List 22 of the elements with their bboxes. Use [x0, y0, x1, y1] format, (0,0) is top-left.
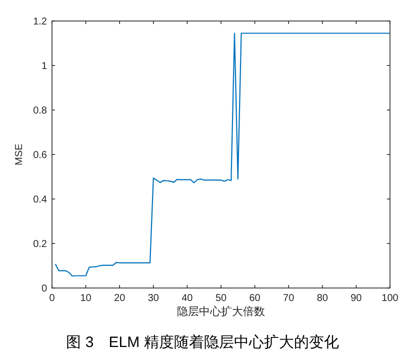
x-tick-label: 70 — [283, 293, 295, 304]
x-tick-label: 100 — [382, 293, 399, 304]
y-tick-label: 1.2 — [33, 16, 48, 28]
y-tick-label: 0 — [41, 284, 48, 294]
x-tick-label: 40 — [182, 293, 194, 304]
x-tick-label: 90 — [350, 293, 362, 304]
y-tick-label: 0.4 — [33, 194, 48, 206]
line-series — [54, 32, 391, 277]
x-tick-label: 60 — [249, 293, 261, 304]
x-tick-label: 80 — [316, 293, 328, 304]
x-tick-label: 50 — [215, 293, 227, 304]
y-tick-label: 0.2 — [33, 239, 48, 250]
y-tick-label: 0.8 — [33, 106, 48, 116]
x-tick-label: 30 — [148, 293, 160, 304]
x-axis-title: 隐层中心扩大倍数 — [177, 305, 265, 318]
x-tick-label: 20 — [114, 293, 126, 304]
x-tick-label: 10 — [80, 293, 92, 304]
y-tick-label: 0.6 — [33, 150, 48, 161]
x-tick-label: 0 — [49, 293, 56, 304]
y-tick-label: 1 — [41, 61, 48, 72]
y-axis-title: MSE — [14, 143, 25, 166]
caption: 图 3 ELM 精度随着隐层中心扩大的变化 — [66, 334, 339, 351]
